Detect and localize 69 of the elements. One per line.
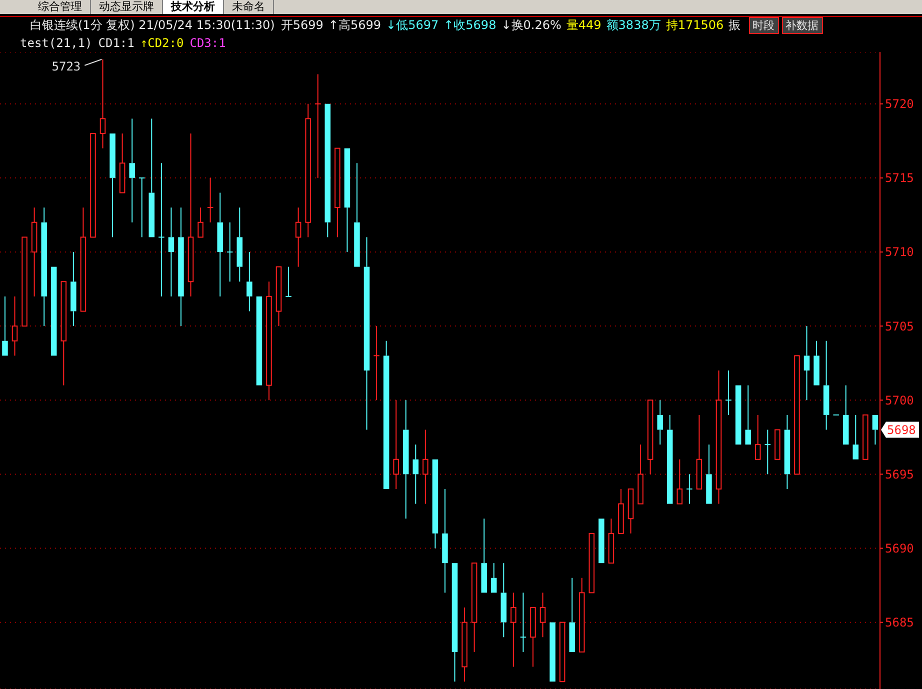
text: 开5699	[280, 17, 324, 34]
text: 综合管理	[30, 0, 91, 14]
candlestick	[540, 592, 546, 638]
candlestick	[716, 370, 722, 504]
candlestick	[500, 562, 507, 638]
candlestick	[686, 474, 693, 504]
text: 技术分析	[163, 0, 224, 14]
y-tick-label: 5710	[885, 245, 914, 260]
y-tick-label: 5695	[885, 467, 914, 482]
candlestick	[373, 326, 380, 401]
candlestick	[462, 607, 468, 682]
candlestick	[657, 400, 663, 446]
candlestick	[804, 326, 810, 401]
y-tick-label: 5690	[885, 542, 914, 556]
candlestick	[725, 370, 732, 416]
candlestick	[206, 177, 214, 223]
candlestick	[100, 58, 106, 149]
text: 时段	[748, 17, 779, 34]
text: 振	[728, 17, 741, 34]
y-tick-label: 5705	[885, 319, 914, 334]
text: CD1:1	[98, 36, 134, 50]
candlestick	[129, 118, 135, 223]
candlestick	[41, 207, 47, 327]
text: 补数据	[782, 17, 823, 34]
y-tick-label: 5720	[885, 97, 914, 112]
text: ↓低5697	[386, 17, 439, 34]
candlestick	[442, 488, 448, 594]
candlestick	[217, 192, 223, 297]
chart-title: 白银连续(1分 复权) 21/05/24 15:30(11:30)	[30, 17, 275, 34]
text: 额3838万	[606, 17, 661, 34]
candlestick	[520, 592, 527, 652]
candlestick	[266, 281, 272, 401]
candlestick	[158, 162, 165, 297]
candlestick	[422, 429, 428, 504]
candlestick	[305, 103, 311, 238]
text: 持171506	[666, 17, 724, 34]
text: 量449	[566, 17, 602, 34]
candlestick	[784, 414, 790, 490]
candlestick	[246, 251, 252, 312]
text: ↑收5698	[444, 17, 496, 34]
text: 动态显示牌	[91, 0, 163, 14]
candlestick	[188, 132, 194, 297]
candlestick	[168, 207, 174, 297]
text: ↑CD2:0	[140, 36, 184, 50]
text: test(21,1)	[20, 36, 92, 50]
candlestick	[412, 444, 419, 504]
y-tick-label: 5685	[885, 616, 914, 630]
candlestick	[236, 207, 243, 282]
y-tick-label: 5715	[885, 171, 914, 186]
y-tick-label: 5700	[885, 393, 914, 408]
candlestick	[178, 207, 184, 327]
candlestick	[314, 74, 322, 178]
text: ↑高5699	[328, 17, 382, 34]
annotation: 5723	[52, 59, 81, 74]
candlestick	[70, 251, 76, 327]
text: ↓换0.26%	[501, 17, 562, 34]
candlestick	[510, 592, 516, 668]
text: 5698	[887, 422, 916, 437]
candlestick	[393, 400, 399, 490]
candlestick	[12, 296, 18, 356]
candlestick	[295, 207, 302, 268]
candlestick	[226, 222, 234, 282]
candlestick	[402, 400, 409, 520]
text: 未命名	[224, 0, 274, 14]
text: CD3:1	[190, 36, 226, 50]
candlestick	[764, 429, 772, 475]
candlestick	[31, 207, 38, 297]
candlestick	[823, 340, 830, 430]
candlestick	[364, 236, 370, 430]
